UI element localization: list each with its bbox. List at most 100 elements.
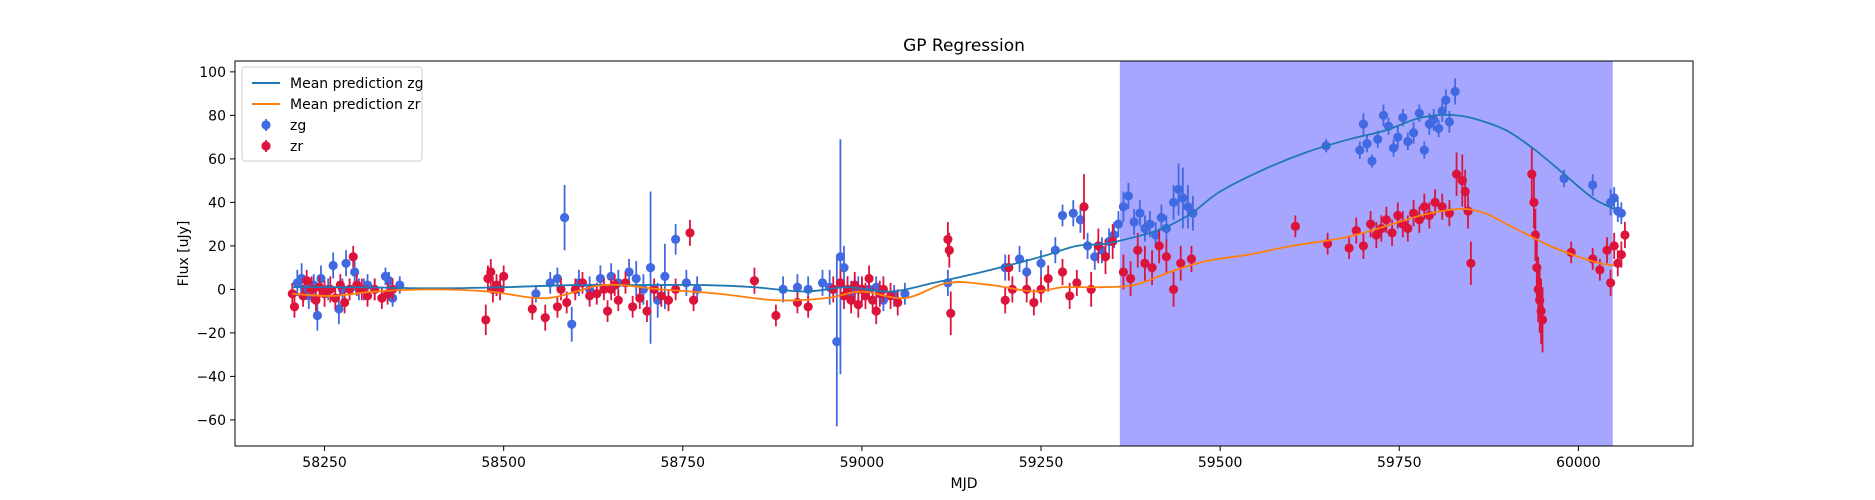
zg-point: [1129, 217, 1139, 227]
zr-point: [486, 267, 496, 277]
zg-point: [660, 271, 670, 281]
zr-point: [671, 284, 681, 294]
legend-swatch-marker: [261, 120, 271, 130]
zr-point: [599, 284, 609, 294]
legend-swatch-marker: [261, 141, 271, 151]
x-tick-label: 58250: [302, 455, 347, 471]
y-tick-label: −20: [196, 326, 226, 342]
zr-point: [749, 276, 760, 286]
zr-point: [577, 278, 588, 288]
zg-point: [1437, 106, 1447, 116]
zr-point: [943, 234, 953, 244]
zg-point: [1408, 128, 1419, 138]
zr-point: [1125, 273, 1136, 284]
zg-point: [671, 234, 681, 244]
zr-point: [1414, 215, 1424, 225]
x-tick-label: 59000: [840, 455, 885, 471]
zr-point: [1176, 258, 1186, 268]
zg-point: [1145, 219, 1155, 229]
zr-point: [1072, 278, 1082, 288]
zr-point: [853, 300, 863, 310]
zr-point: [348, 252, 358, 262]
legend-label: Mean prediction zr: [290, 97, 421, 113]
zr-point: [1616, 249, 1626, 260]
zr-point: [1079, 202, 1089, 212]
zr-point: [878, 284, 888, 294]
zg-point: [1173, 184, 1184, 194]
zr-point: [1000, 295, 1010, 305]
zr-point: [298, 291, 308, 301]
shaded-region-layer: [1119, 61, 1613, 446]
zr-point: [592, 289, 602, 299]
zr-point: [1168, 284, 1179, 294]
y-axis-ticks: −60 −40 −20 0 20 40 60 80 100: [196, 65, 235, 429]
legend: Mean prediction zg Mean prediction zr zg zr: [241, 66, 424, 162]
zg-point: [1367, 156, 1377, 166]
zr-point: [335, 280, 345, 290]
mean-line-layer: [292, 113, 1615, 302]
x-tick-label: 58500: [481, 455, 526, 471]
zg-point: [595, 273, 605, 284]
zg-point: [792, 282, 803, 292]
zg-point: [1123, 191, 1134, 201]
zg-point: [350, 267, 360, 277]
zr-point: [1100, 252, 1111, 262]
zr-point: [1466, 258, 1476, 268]
zg-point: [1075, 215, 1086, 225]
zg-point: [1178, 193, 1188, 203]
zr-point: [642, 306, 652, 316]
y-tick-label: −40: [196, 369, 226, 385]
line-mean-prediction-zr: [292, 207, 1615, 302]
zr-point: [1537, 315, 1548, 325]
zr-point: [1613, 258, 1623, 268]
zg-point: [624, 267, 634, 277]
zg-point: [1355, 145, 1365, 155]
zg-point: [1609, 193, 1619, 203]
zr-point: [1365, 219, 1376, 229]
zg-point: [1378, 110, 1389, 120]
zg-point: [1057, 210, 1068, 221]
zr-point: [1351, 226, 1361, 236]
zr-point: [893, 297, 903, 308]
zr-point: [1609, 241, 1619, 251]
zg-point: [631, 273, 641, 284]
zr-point: [289, 302, 300, 312]
zr-point: [688, 295, 699, 305]
zg-point: [1362, 139, 1372, 149]
zr-point: [1620, 230, 1630, 240]
y-tick-label: 80: [208, 108, 226, 124]
zr-point: [302, 276, 312, 286]
zr-point: [552, 302, 563, 312]
x-tick-label: 58750: [661, 455, 706, 471]
zg-point: [312, 310, 322, 321]
zg-point: [839, 263, 849, 273]
zr-point: [362, 291, 373, 301]
zg-point: [1135, 208, 1145, 218]
zg-point: [1398, 112, 1408, 123]
y-tick-label: 20: [208, 239, 226, 255]
legend-label: zr: [290, 139, 303, 155]
zr-point: [613, 295, 623, 305]
zg-point: [1090, 252, 1100, 262]
zg-point: [681, 278, 691, 288]
x-tick-label: 59500: [1198, 455, 1243, 471]
zg-point: [1441, 95, 1451, 105]
zr-point: [1606, 278, 1616, 288]
zr-point: [635, 293, 645, 303]
zr-point: [1536, 306, 1546, 316]
zg-point: [1036, 258, 1046, 268]
zg-point: [1113, 219, 1123, 229]
zr-point: [628, 302, 638, 312]
zg-point: [1068, 208, 1078, 218]
zr-point: [311, 295, 321, 305]
zg-point: [328, 260, 338, 271]
zr-point: [1387, 228, 1397, 238]
zg-point: [1450, 86, 1460, 97]
zr-point: [1133, 245, 1143, 255]
zg-point: [1022, 267, 1032, 277]
zr-point: [1595, 265, 1605, 275]
zg-point: [1434, 123, 1444, 134]
zr-point: [803, 302, 813, 312]
zg-point: [645, 263, 656, 273]
